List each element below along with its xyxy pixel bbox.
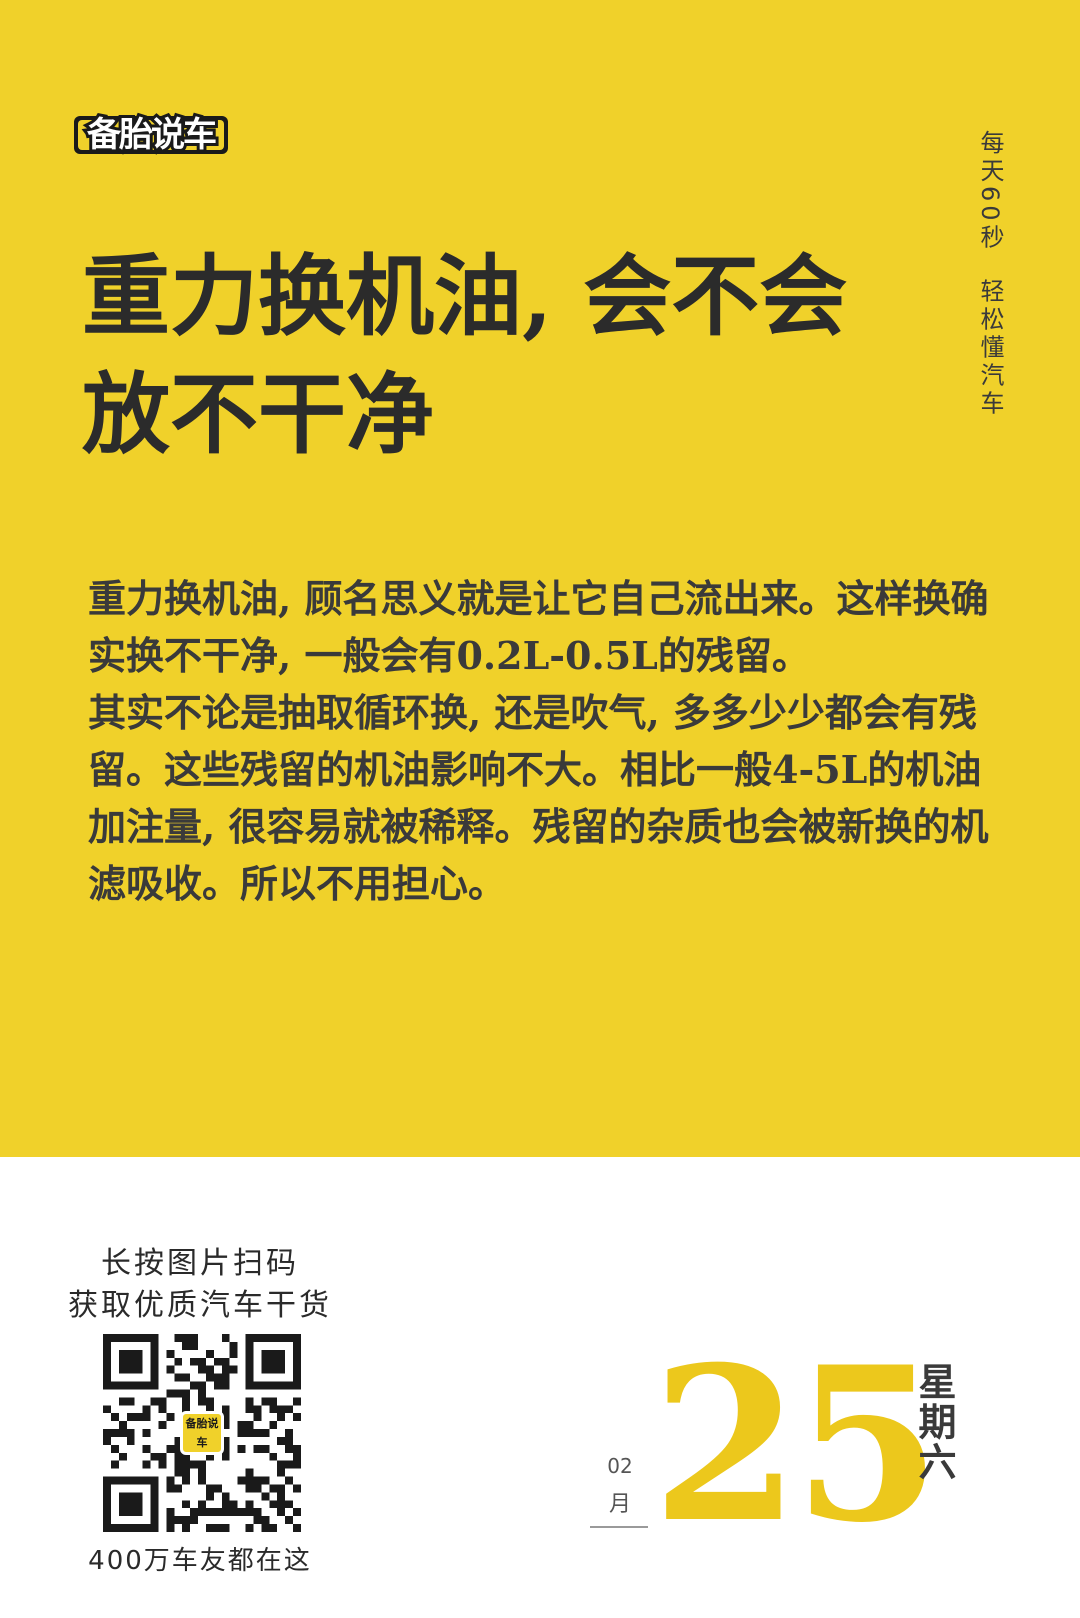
- vertical-tagline: 每天60秒轻松懂汽车: [968, 130, 1008, 419]
- article-paragraph: 其实不论是抽取循环换, 还是吹气, 多多少少都会有残留。这些残留的机油影响不大。…: [88, 690, 989, 906]
- qr-code[interactable]: 备胎说车: [103, 1334, 301, 1532]
- weekday-label: 星期六: [912, 1362, 957, 1482]
- title-line-1: 重力换机油, 会不会: [82, 244, 848, 348]
- brand-logo-text: 备胎说车: [84, 112, 220, 158]
- brand-logo: 备胎说车: [72, 112, 230, 158]
- yellow-header-panel: [0, 0, 1080, 1157]
- page-title: 重力换机油, 会不会 放不干净: [82, 237, 922, 473]
- month-number: 02: [607, 1454, 633, 1478]
- article-paragraph: 重力换机油, 顾名思义就是让它自己流出来。这样换确实换不干净, 一般会有0.2L…: [88, 576, 989, 678]
- qr-center-logo: 备胎说车: [180, 1411, 224, 1455]
- tagline-part-1: 每天60秒: [976, 130, 1004, 253]
- qr-caption-line-1: 长按图片扫码: [101, 1246, 299, 1281]
- month-divider: [590, 1526, 648, 1528]
- qr-caption-line-2: 获取优质汽车干货: [68, 1288, 332, 1323]
- title-line-2: 放不干净: [82, 362, 435, 466]
- day-number: 25: [652, 1320, 941, 1569]
- qr-code-pattern: [103, 1334, 301, 1532]
- brand-logo-shape: [74, 116, 228, 154]
- article-body: 重力换机油, 顾名思义就是让它自己流出来。这样换确实换不干净, 一般会有0.2L…: [88, 570, 993, 912]
- qr-footer-text: 400万车友都在这: [88, 1546, 312, 1576]
- month-label: 月: [608, 1492, 631, 1517]
- tagline-part-2: 轻松懂汽车: [976, 278, 1004, 419]
